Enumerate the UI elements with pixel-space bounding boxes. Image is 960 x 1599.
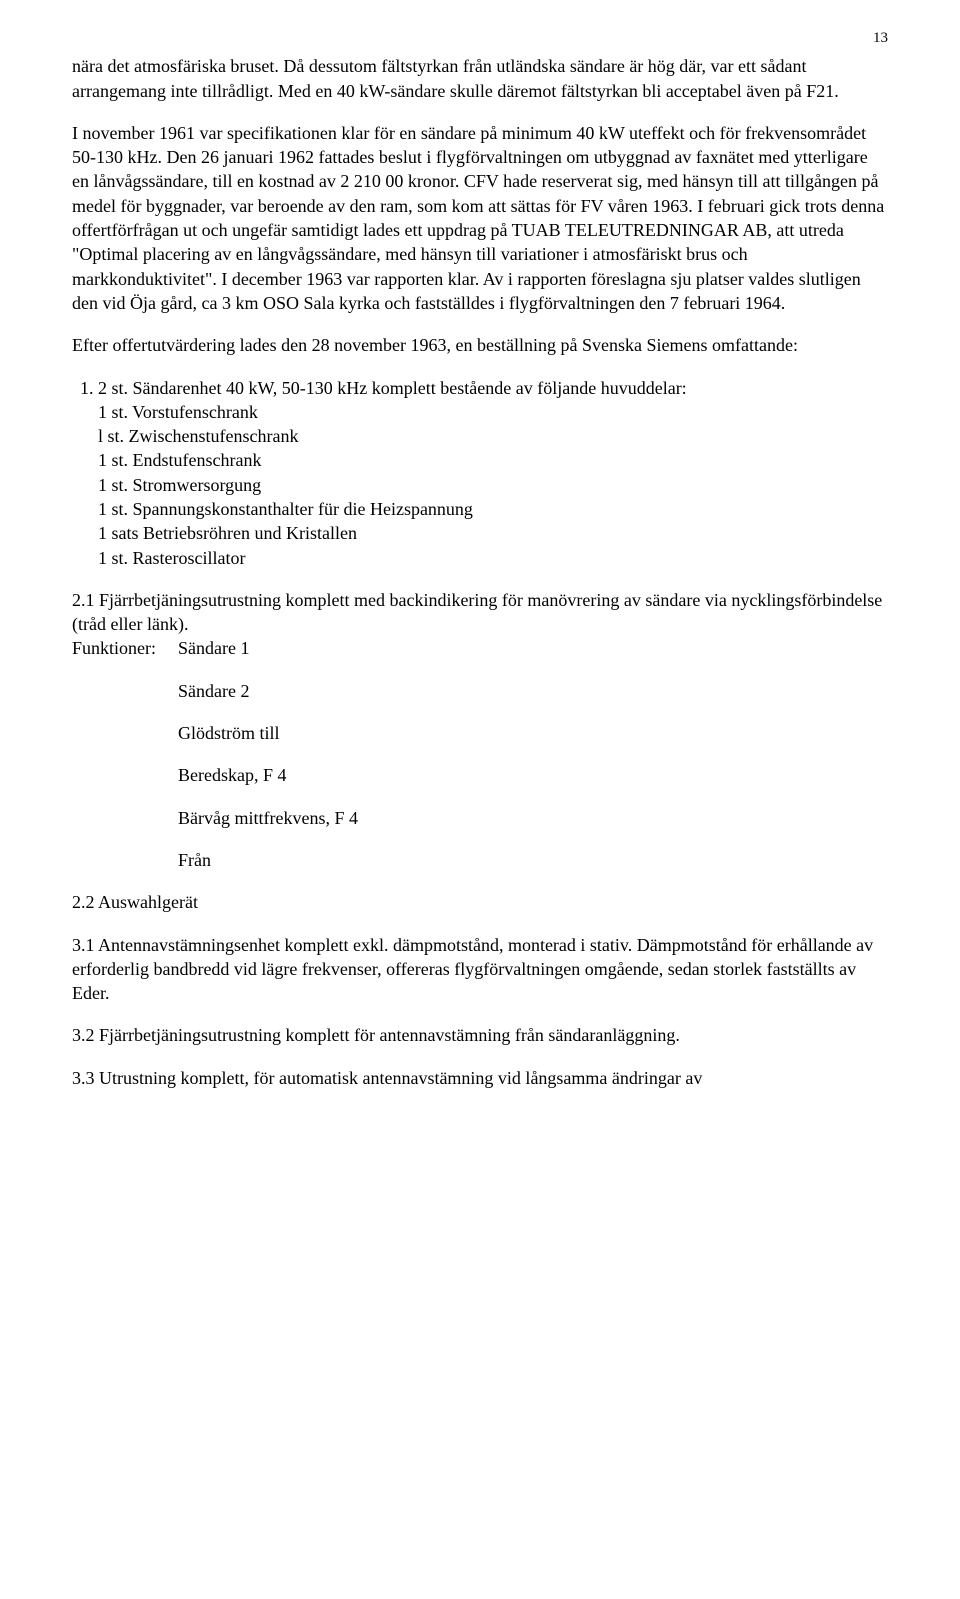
functions-list: Funktioner: Sändare 1 Sändare 2 Glödströ… — [72, 636, 888, 872]
item-3-1: 3.1 Antennavstämningsenhet komplett exkl… — [72, 933, 888, 1006]
sublist-item: 1 st. Endstufenschrank — [98, 448, 888, 472]
function-item: Glödström till — [72, 721, 888, 745]
sublist-item: 1 st. Rasteroscillator — [98, 546, 888, 570]
function-item: Sändare 1 — [178, 636, 249, 660]
paragraph-2: I november 1961 var specifikationen klar… — [72, 121, 888, 315]
function-item: Bärvåg mittfrekvens, F 4 — [72, 806, 888, 830]
sublist-item: 1 st. Spannungskonstanthalter für die He… — [98, 497, 888, 521]
item-2-2: 2.2 Auswahlgerät — [72, 890, 888, 914]
item-2-1: 2.1 Fjärrbetjäningsutrustning komplett m… — [72, 588, 888, 637]
paragraph-3-intro: Efter offertutvärdering lades den 28 nov… — [72, 333, 888, 357]
page-number: 13 — [72, 28, 888, 48]
functions-label: Funktioner: — [72, 636, 178, 660]
item-3-3: 3.3 Utrustning komplett, för automatisk … — [72, 1066, 888, 1090]
function-item: Från — [72, 848, 888, 872]
sublist-item: 1 st. Stromwersorgung — [98, 473, 888, 497]
list-item-1-sublist: 1 st. Vorstufenschrank l st. Zwischenstu… — [72, 400, 888, 570]
item-3-2: 3.2 Fjärrbetjäningsutrustning komplett f… — [72, 1023, 888, 1047]
paragraph-1: nära det atmosfäriska bruset. Då dessuto… — [72, 54, 888, 103]
function-item: Beredskap, F 4 — [72, 763, 888, 787]
sublist-item: 1 sats Betriebsröhren und Kristallen — [98, 521, 888, 545]
function-item: Sändare 2 — [72, 679, 888, 703]
sublist-item: 1 st. Vorstufenschrank — [98, 400, 888, 424]
sublist-item: l st. Zwischenstufenschrank — [98, 424, 888, 448]
list-item-1-main: 1. 2 st. Sändarenhet 40 kW, 50-130 kHz k… — [72, 376, 888, 400]
